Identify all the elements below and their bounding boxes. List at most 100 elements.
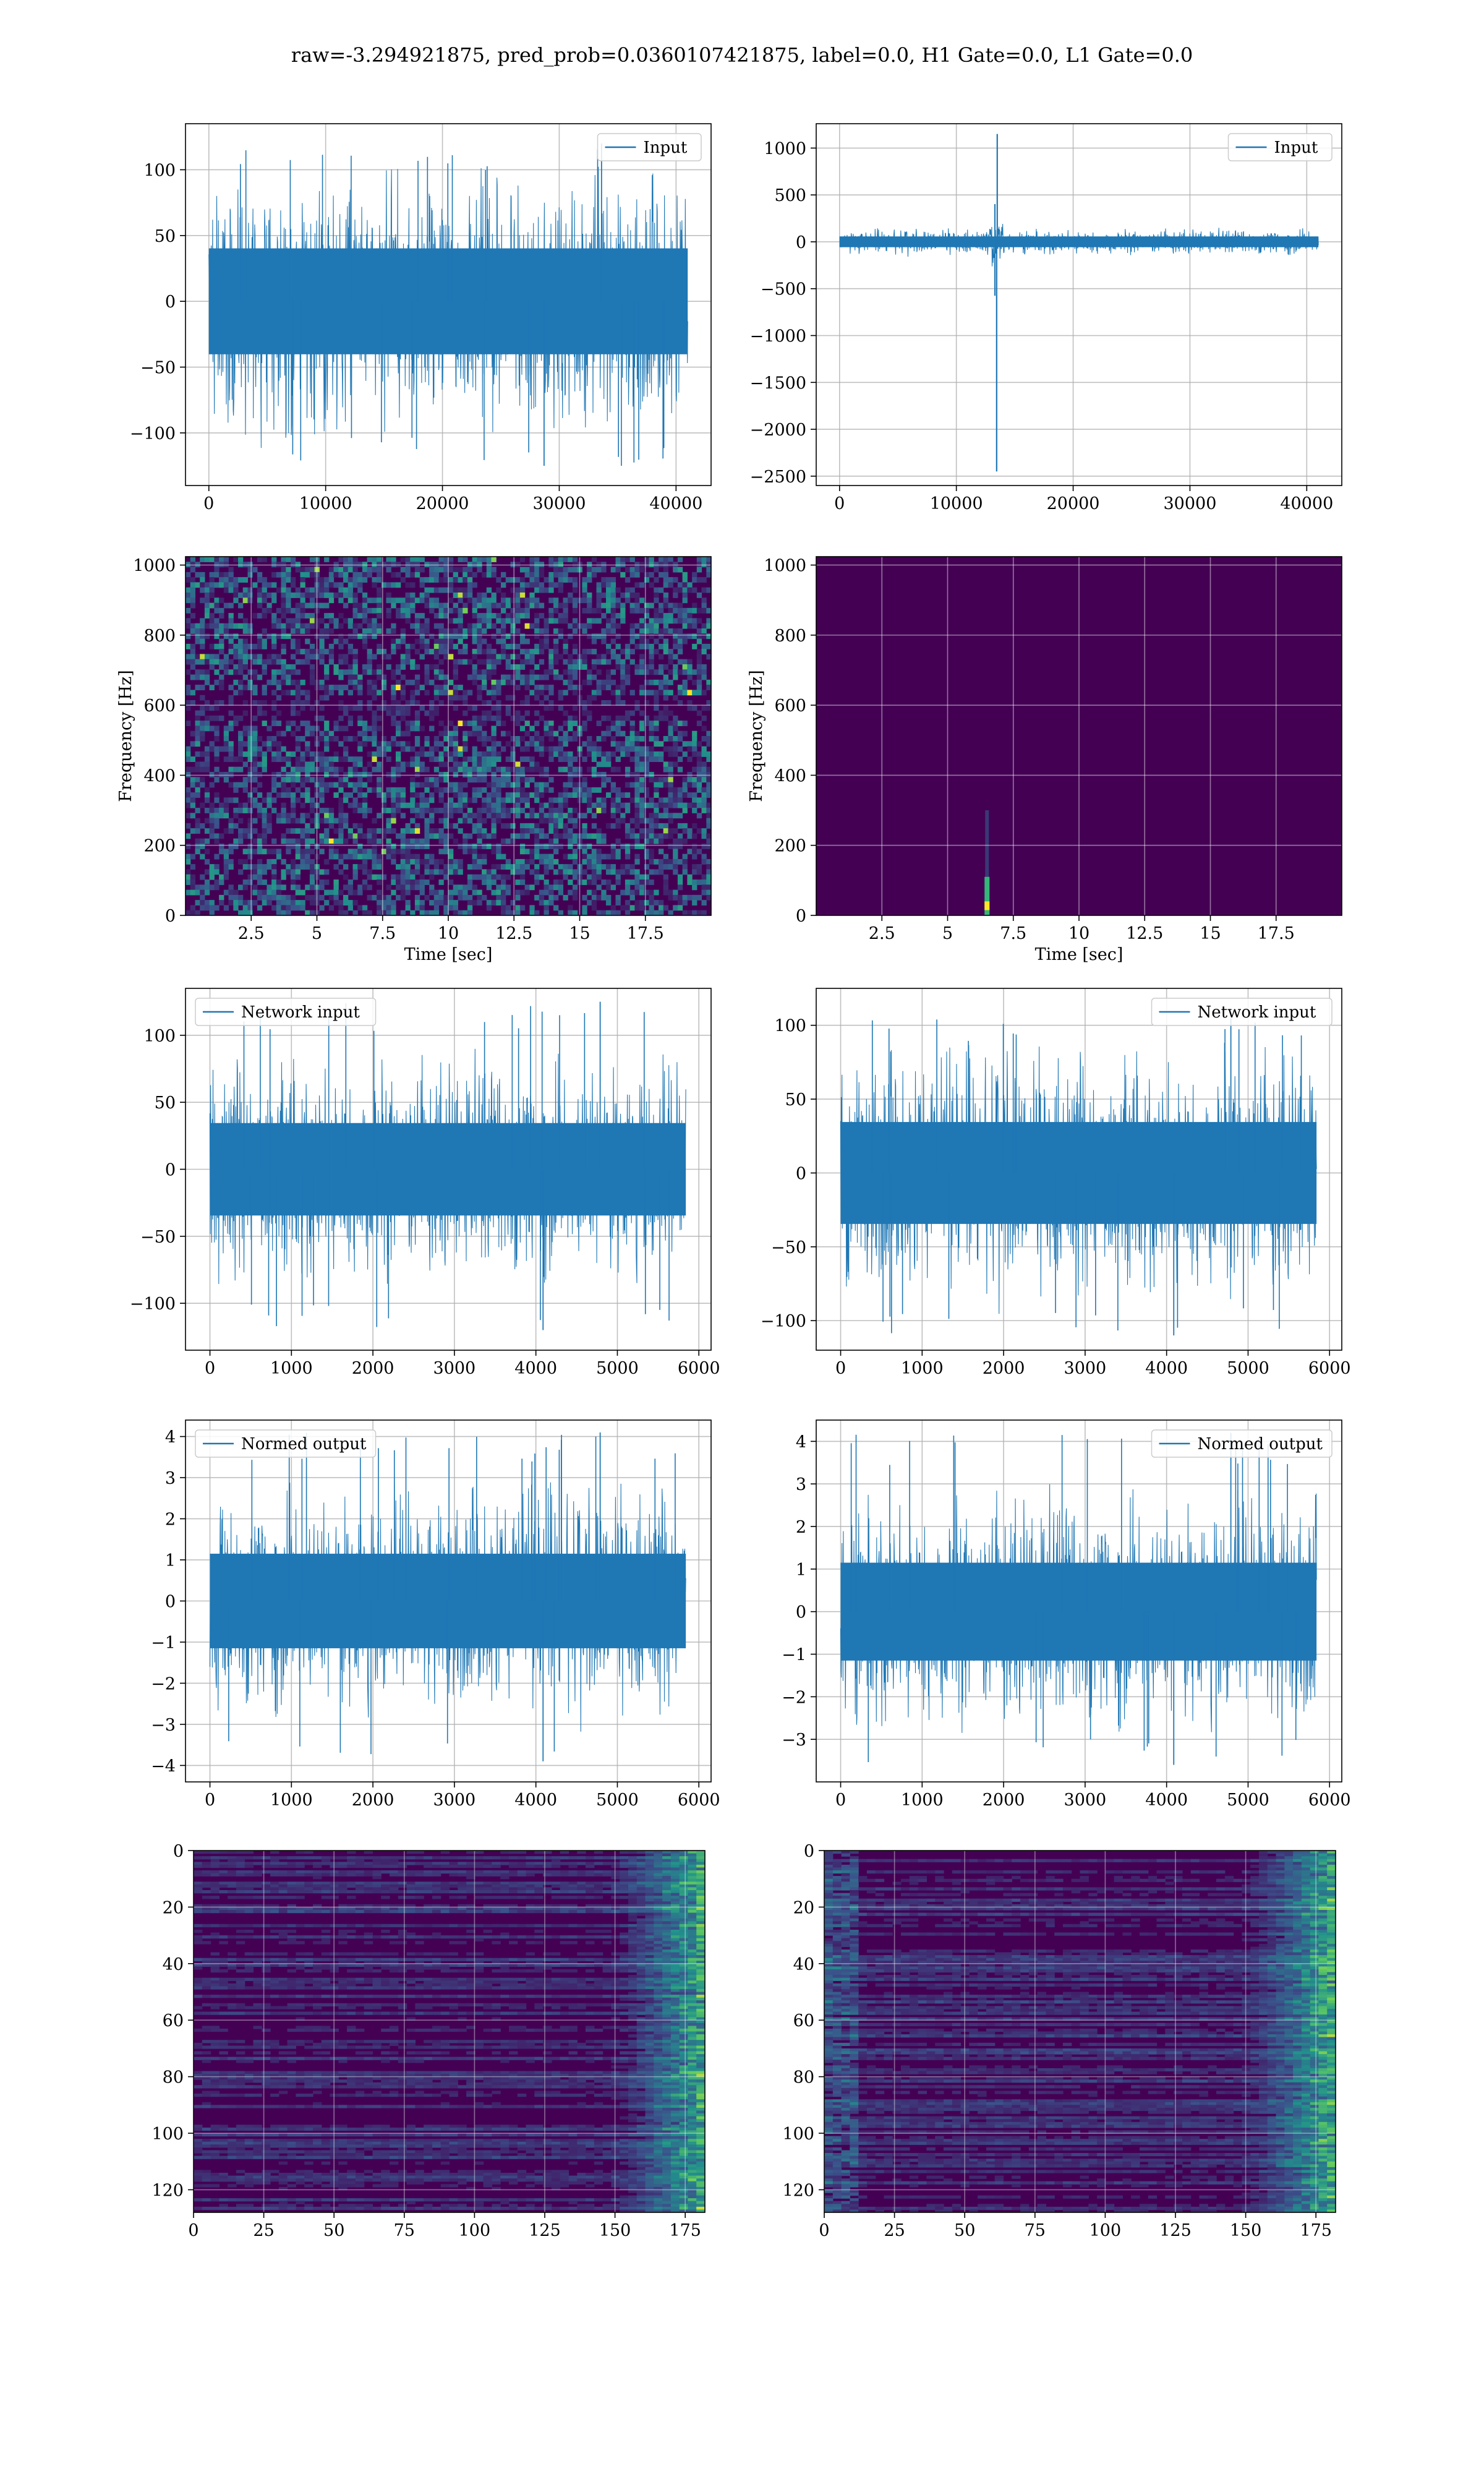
- p3-cell: [281, 690, 286, 696]
- p3-cell: [219, 597, 224, 604]
- p3-cell: [486, 880, 492, 885]
- p3-cell: [238, 602, 244, 609]
- p3-cell: [601, 880, 607, 885]
- p3-cell: [319, 792, 325, 798]
- p3-cell: [577, 751, 582, 757]
- p3-cell: [352, 623, 358, 629]
- p3-cell: [419, 761, 425, 768]
- p3-cell: [477, 613, 482, 618]
- p3-cell: [539, 700, 545, 706]
- p3-cell: [496, 782, 501, 788]
- p3-cell: [639, 756, 645, 762]
- p3-cell: [582, 828, 587, 834]
- p3-cell: [634, 741, 640, 747]
- p3-cell: [524, 659, 530, 665]
- p3-cell: [438, 607, 444, 614]
- p3-cell: [424, 797, 430, 803]
- p3-cell: [324, 623, 330, 629]
- p6-xtick-label: 1000: [901, 1359, 944, 1378]
- p3-cell: [524, 695, 530, 701]
- p3-cell: [663, 766, 668, 773]
- p3-cell: [252, 685, 258, 690]
- p3-cell: [400, 766, 406, 773]
- p3-cell: [634, 813, 640, 819]
- p3-cell: [486, 766, 492, 773]
- p3-cell: [563, 679, 568, 685]
- p9-cell: [287, 1856, 296, 1860]
- p3-cell: [615, 874, 621, 880]
- p3-cell: [687, 659, 693, 665]
- p3-cell: [634, 802, 640, 808]
- p3-cell: [519, 772, 526, 777]
- p3-cell: [252, 700, 258, 706]
- p3-cell: [228, 741, 234, 747]
- p3-cell: [644, 751, 650, 757]
- p3-cell: [496, 849, 501, 855]
- p3-cell: [639, 567, 645, 573]
- p3-cell: [281, 813, 286, 819]
- p3-cell: [367, 623, 372, 629]
- p3-cell: [314, 557, 320, 562]
- p3-cell: [186, 669, 191, 675]
- p3-cell: [472, 792, 477, 798]
- p3-cell: [610, 679, 616, 685]
- p3-cell: [629, 772, 635, 777]
- p3-cell: [247, 741, 253, 747]
- p3-cell: [209, 802, 215, 808]
- p3-cell: [696, 638, 702, 644]
- p3-cell: [510, 628, 516, 634]
- p3-cell: [367, 726, 372, 732]
- p3-cell: [324, 741, 330, 747]
- p3-cell: [386, 849, 391, 855]
- p3-cell: [615, 808, 621, 813]
- p3-cell: [233, 889, 239, 896]
- p3-cell: [663, 602, 668, 609]
- p3-cell: [587, 593, 592, 598]
- p3-cell: [305, 792, 310, 798]
- p3-cell: [615, 700, 621, 706]
- p3-cell: [453, 869, 458, 875]
- p3-cell: [429, 664, 435, 670]
- p3-cell: [610, 618, 616, 624]
- p3-cell: [429, 571, 435, 578]
- p3-cell: [324, 587, 330, 593]
- p3-cell: [463, 910, 468, 915]
- p3-cell: [463, 577, 468, 583]
- p3-cell: [228, 649, 234, 654]
- p3-cell: [247, 736, 253, 742]
- p1-xtick-label: 10000: [299, 494, 352, 513]
- p6-ytick-label: −50: [771, 1238, 806, 1257]
- p3-cell: [362, 910, 368, 915]
- p3-cell: [677, 787, 683, 793]
- p3-cell: [510, 864, 516, 870]
- p3-cell: [677, 797, 683, 803]
- p7-plot-area: [209, 1432, 686, 1761]
- p3-cell: [343, 864, 349, 870]
- p3-cell: [195, 777, 200, 783]
- p3-cell: [448, 813, 454, 819]
- p1-xtick-label: 30000: [532, 494, 586, 513]
- p3-cell: [634, 746, 640, 752]
- p3-cell: [267, 797, 272, 803]
- p3-cell: [682, 802, 688, 808]
- p3-cell: [314, 577, 320, 583]
- p3-cell: [510, 623, 516, 629]
- p3-cell: [271, 741, 277, 747]
- p9-cell: [236, 1851, 245, 1854]
- p3-cell: [242, 910, 248, 915]
- p3-cell: [467, 674, 473, 680]
- p3-cell: [233, 787, 239, 793]
- p3-cell: [324, 869, 330, 875]
- p3-cell: [687, 792, 693, 798]
- p3-cell: [238, 802, 244, 808]
- p3-cell: [396, 894, 401, 901]
- p3-cell: [519, 597, 526, 604]
- p3-cell: [414, 690, 420, 696]
- p9-cell: [355, 1859, 365, 1862]
- p3-cell: [396, 705, 401, 711]
- p3-cell: [687, 880, 693, 885]
- p3-cell: [572, 849, 578, 855]
- p3-cell: [606, 607, 612, 614]
- p3-cell: [568, 854, 573, 860]
- p9-cell: [347, 1862, 356, 1865]
